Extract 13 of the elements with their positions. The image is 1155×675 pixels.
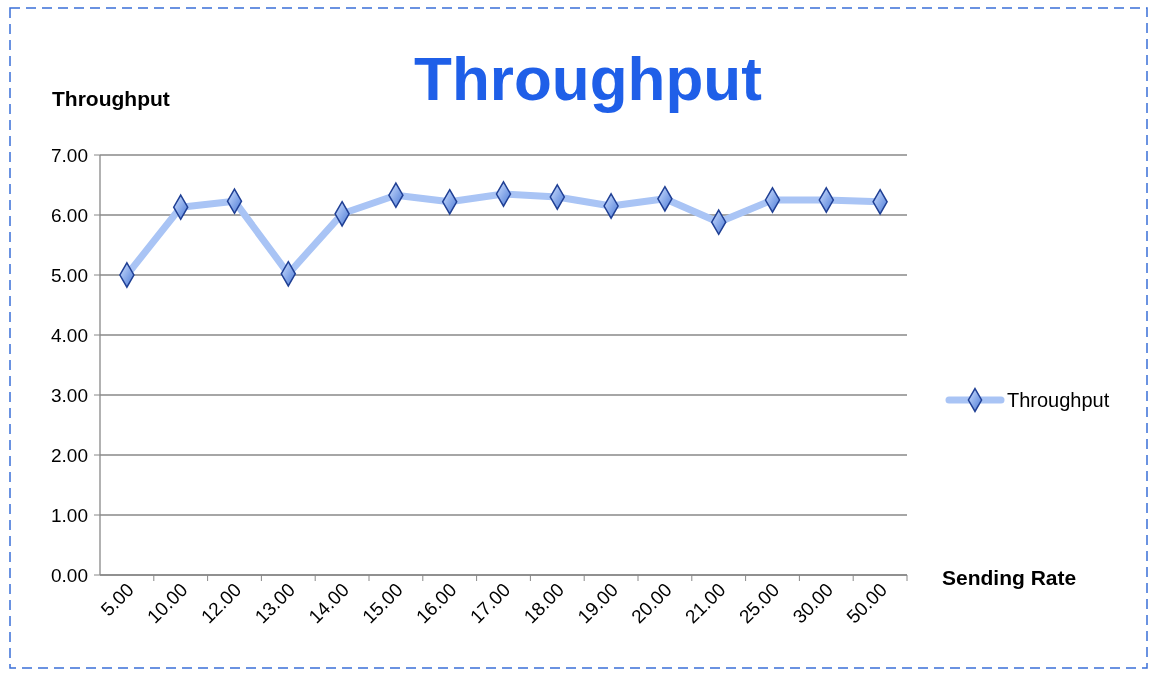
legend-label: Throughput [1007, 389, 1110, 411]
x-tick-label: 5.00 [96, 578, 138, 620]
y-axis-title: Throughput [52, 87, 170, 110]
y-tick-label: 6.00 [51, 204, 88, 226]
y-tick-label: 5.00 [51, 264, 88, 286]
y-tick-label: 0.00 [51, 564, 88, 586]
y-tick-label: 4.00 [51, 324, 88, 346]
y-tick-label: 7.00 [51, 144, 88, 166]
x-axis-title: Sending Rate [942, 566, 1077, 589]
y-tick-label: 3.00 [51, 384, 88, 406]
chart-title: Throughput [414, 44, 762, 113]
y-tick-label: 2.00 [51, 444, 88, 466]
y-tick-label: 1.00 [51, 504, 88, 526]
